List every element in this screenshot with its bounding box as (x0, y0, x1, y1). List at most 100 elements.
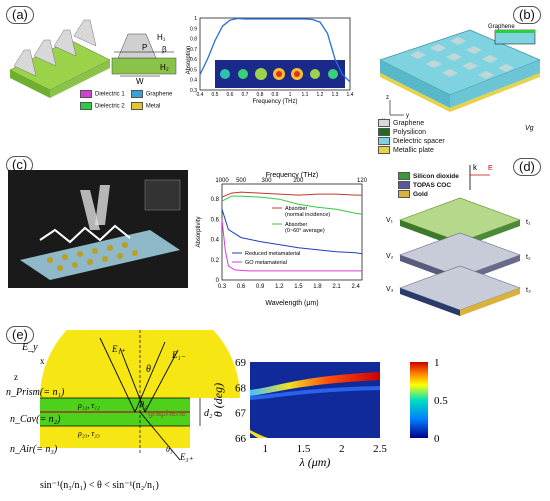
label-beta: β (162, 45, 167, 54)
colorbar-tick: 1 (434, 357, 440, 369)
chartA-xtick: 0.6 (227, 92, 234, 98)
chartC-xtick: 1.5 (294, 284, 303, 290)
chartC-ytick: 0.8 (211, 197, 220, 203)
legend-c-3-name: GO metamaterial (245, 260, 287, 266)
e-axis-z: z (14, 372, 18, 382)
legend-graphene: Graphene (145, 91, 173, 98)
panel-d-legend: Silicon dioxide TOPAS COC Gold (398, 172, 459, 199)
chartC-xlabel: Wavelength (μm) (265, 300, 318, 307)
k-label: k (473, 163, 478, 172)
n-cav-label: n_Cav(= n₂) (10, 414, 61, 425)
heatmap-ytick: 69 (235, 357, 247, 369)
chartC-topticks: 1000 500 300 200 120 (215, 178, 367, 184)
heatmap-xticks: 1 1.5 2 2.5 (263, 443, 388, 455)
chartA-xtick: 1 (289, 92, 292, 98)
heatmap-lower-branch (250, 386, 380, 400)
v1-label: V₁ (386, 217, 394, 224)
chartA-xtick: 0.7 (242, 92, 249, 98)
legend-metal: Metal (145, 103, 161, 110)
chartA-ytick: 0.6 (190, 57, 197, 63)
heatmap-xtick: 1 (263, 443, 269, 455)
legend-d-silicon-dioxide: Silicon dioxide (413, 173, 459, 180)
chartA-xtick: 1.2 (317, 92, 324, 98)
chartA-ylabel: Absorption (186, 46, 192, 75)
panel-a-figure: P H₁ H₂ W β Absorption Frequency (THz) 0… (9, 16, 354, 105)
grating-structure (9, 19, 111, 98)
axis-y-label: y (406, 113, 409, 119)
theta3-label: θ₃ (166, 445, 173, 454)
chartC-lines (221, 191, 363, 272)
colorbar-tick: 0.5 (434, 395, 448, 407)
legend-b-metallic-plate: Metallic plate (393, 147, 434, 154)
legend-c-0-name: Absorber (285, 206, 307, 212)
ey-label: E_y (21, 342, 38, 353)
chartC-series-0 (221, 191, 362, 198)
heatmap-xtick: 2.5 (373, 443, 387, 455)
rho23-label: ρ₂₃, τ₂₃ (77, 429, 100, 438)
chartC-toptick: 1000 (215, 178, 229, 184)
legend-c-2-name: Reduced metamaterial (245, 251, 300, 257)
e3plus-label: E₃₊ (179, 452, 194, 462)
legend-c-0-sub: (normal incidence) (285, 212, 330, 218)
chartC-ytick: 0.6 (211, 217, 220, 223)
chartA-yticks: 0.3 0.4 0.5 0.6 0.7 0.8 0.9 1 (190, 16, 197, 94)
absorption-curve (199, 17, 351, 83)
label-W: W (136, 77, 144, 86)
colorbar (410, 362, 428, 438)
chartA-ytick: 0.3 (190, 88, 197, 94)
heatmap-ytick: 68 (235, 382, 247, 394)
legend-b-graphene: Graphene (393, 120, 425, 127)
heatmap-ytick: 66 (235, 433, 247, 445)
chartC-toptick: 120 (357, 178, 368, 184)
graphene-label: graphene (148, 408, 186, 418)
chartC-series-1 (221, 195, 363, 215)
chartC-xtick: 0.3 (218, 284, 227, 290)
panel-b-legend: Graphene Polysilicon Dielectric spacer M… (378, 119, 445, 155)
legend-b-dielectric-spacer: Dielectric spacer (393, 138, 445, 145)
layer-3 (399, 265, 521, 316)
e-axis-x: x (40, 356, 45, 366)
prism (40, 330, 240, 398)
legend-d-topas: TOPAS COC (413, 182, 452, 189)
chartA-ytick: 0.7 (190, 47, 197, 53)
absorber-device-image (8, 170, 188, 288)
absorption-chart (199, 17, 351, 91)
legend-c-1-sub: (0~60° average) (285, 228, 325, 234)
chartC-xtick: 1.8 (313, 284, 322, 290)
chartC-legend: Absorber (normal incidence) Absorber (0~… (232, 206, 330, 266)
n-prism-label: n_Prism(= n₁) (6, 387, 65, 398)
theta2-label: θ₂ (140, 400, 147, 409)
t2-label: t₂ (526, 254, 531, 261)
heatmap-upper-branch (250, 372, 380, 396)
e1plus-label: E₁₊ (111, 344, 126, 354)
n-air-label: n_Air(= n₃) (10, 444, 58, 455)
chartC-ylabel: Absorptivity (196, 216, 202, 247)
chartC-series-3 (221, 219, 362, 272)
chartC-ytick: 0.2 (211, 258, 220, 264)
chartA-ytick: 0.9 (190, 26, 197, 32)
angle-condition: sin⁻¹(n₃/n₁) < θ < sin⁻¹(n₂/n₁) (40, 480, 159, 491)
heatmap-xtick: 2 (339, 443, 345, 455)
vg-label: Vg (525, 125, 534, 132)
label-P: P (142, 43, 147, 52)
panel-b-figure: Graphene Vg z y x (379, 24, 541, 132)
heatmap-ylabel: θ (deg) (211, 383, 225, 417)
graphene-diamonds (410, 37, 514, 79)
legend-dielectric-2: Dielectric 2 (95, 103, 125, 110)
chartC-toptick: 200 (293, 178, 304, 184)
chartC-yticks: 0 0.2 0.4 0.6 0.8 (211, 197, 220, 284)
chartC-xtick: 1.2 (275, 284, 284, 290)
chartC-xtick: 0.6 (237, 284, 246, 290)
chartC-ytick: 0 (216, 278, 220, 284)
panel-c-figure: 0.3 0.6 0.9 1.2 1.5 1.8 2.1 2.4 0 0.2 0.4 0.6 0.8 1… (8, 170, 368, 307)
v3-label: V₃ (386, 286, 394, 293)
label-H2: H₂ (160, 63, 169, 72)
chartA-ytick: 0.8 (190, 37, 197, 43)
panel-label-a: (a) (6, 6, 34, 24)
heatmap-xtick: 1.5 (297, 443, 311, 455)
panel-a-legend: Dielectric 1 Graphene Dielectric 2 Metal (80, 90, 190, 110)
chartC-xtick: 2.4 (351, 284, 360, 290)
chartC-series-2 (221, 209, 363, 255)
heatmap-yticks: 66 67 68 69 (235, 357, 247, 445)
legend-dielectric-1: Dielectric 1 (95, 91, 125, 98)
